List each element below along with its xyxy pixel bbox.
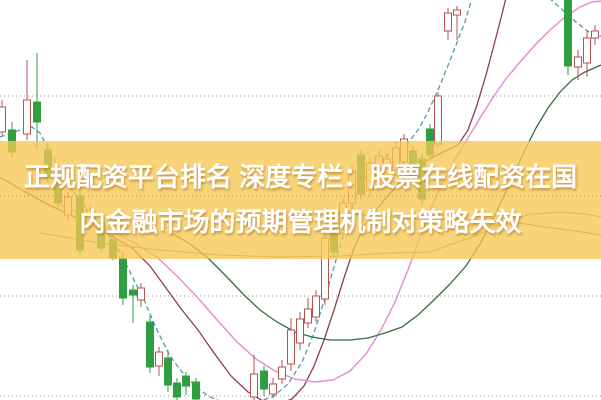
candle bbox=[119, 257, 127, 299]
candle bbox=[591, 30, 599, 39]
candle bbox=[0, 106, 6, 133]
candle bbox=[453, 9, 461, 16]
candle bbox=[278, 366, 286, 380]
candle bbox=[182, 375, 190, 387]
ma30-line bbox=[169, 64, 601, 341]
candle bbox=[173, 382, 181, 398]
candle bbox=[192, 381, 200, 400]
candle bbox=[260, 370, 268, 390]
candle bbox=[583, 37, 591, 64]
candle bbox=[564, 0, 572, 67]
candle bbox=[304, 308, 312, 324]
candle bbox=[296, 318, 304, 344]
candle bbox=[269, 383, 277, 395]
candle bbox=[250, 373, 258, 398]
candle bbox=[155, 351, 163, 367]
candle bbox=[33, 101, 41, 123]
ma20-line bbox=[59, 0, 601, 383]
candle bbox=[164, 357, 172, 386]
candle bbox=[129, 289, 137, 296]
candle bbox=[23, 99, 31, 135]
candle bbox=[312, 295, 320, 318]
candle bbox=[574, 56, 582, 68]
candle bbox=[146, 321, 154, 368]
banner-overlay bbox=[0, 141, 601, 259]
candle bbox=[434, 95, 442, 145]
candle bbox=[137, 287, 145, 301]
candle bbox=[444, 12, 452, 32]
candle bbox=[287, 329, 295, 365]
